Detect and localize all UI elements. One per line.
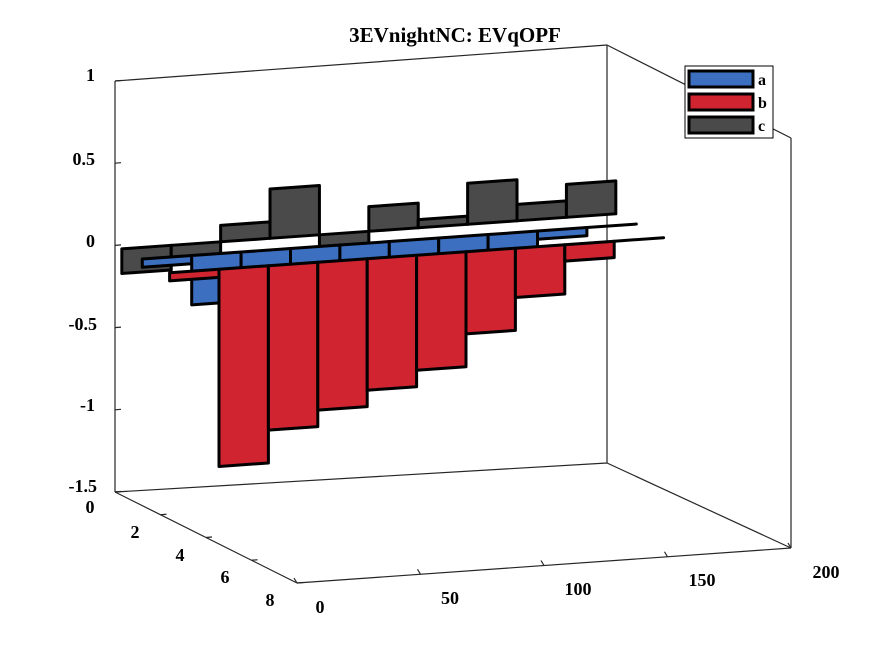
bar-b bbox=[464, 246, 517, 336]
legend-label-c: c bbox=[758, 118, 765, 135]
legend-label-b: b bbox=[758, 95, 767, 112]
z-tick-mark bbox=[114, 326, 122, 329]
bar-b bbox=[563, 239, 616, 263]
y-axis-tick-labels: 0 2 4 6 8 bbox=[86, 497, 275, 610]
x-tick-label: 200 bbox=[813, 562, 840, 582]
x-axis-tick-labels: 0 50 100 150 200 bbox=[316, 562, 840, 617]
bar-a bbox=[536, 226, 589, 241]
axis-top-back-edge bbox=[114, 44, 608, 82]
x-tick-mark bbox=[663, 551, 669, 558]
bar-c bbox=[416, 214, 470, 230]
legend-swatch-b bbox=[687, 92, 755, 112]
bar-b bbox=[365, 253, 419, 392]
legend-swatch-c bbox=[687, 115, 755, 135]
y-tick-mark bbox=[296, 581, 304, 584]
bar-c bbox=[219, 220, 272, 244]
bar-b bbox=[513, 243, 567, 300]
y-tick-label: 6 bbox=[221, 567, 230, 587]
z-tick-mark bbox=[114, 79, 122, 82]
bar-b bbox=[316, 257, 369, 412]
z-tick-label: -1 bbox=[80, 395, 95, 415]
bar-b bbox=[415, 250, 468, 372]
z-tick-label: 0.5 bbox=[73, 149, 96, 169]
bar-c bbox=[564, 179, 618, 219]
z-axis-tick-labels: 1 0.5 0 -0.5 -1 -1.5 bbox=[69, 65, 98, 496]
bars-group bbox=[120, 178, 666, 468]
bar-c bbox=[367, 201, 420, 233]
x-tick-mark bbox=[787, 542, 792, 549]
legend-label-a: a bbox=[758, 72, 766, 89]
y-tick-label: 0 bbox=[86, 497, 95, 517]
bar-b bbox=[168, 267, 221, 283]
y-tick-label: 8 bbox=[266, 590, 275, 610]
z-tick-label: -0.5 bbox=[69, 314, 98, 334]
z-tick-mark bbox=[114, 244, 122, 246]
chart-title: 3EVnightNC: EVqOPF bbox=[349, 23, 561, 47]
x-tick-label: 100 bbox=[565, 579, 592, 599]
bar-b bbox=[266, 260, 320, 432]
z-tick-mark bbox=[114, 162, 122, 164]
y-tick-mark bbox=[114, 490, 122, 493]
bar-c bbox=[268, 183, 321, 240]
legend-swatch-a bbox=[687, 69, 755, 89]
axis-floor-back-edge bbox=[114, 462, 608, 493]
bar-b bbox=[612, 236, 666, 243]
bar-a bbox=[140, 254, 194, 269]
x-tick-mark bbox=[540, 560, 545, 566]
bar-b bbox=[217, 264, 270, 468]
z-tick-label: 1 bbox=[86, 65, 95, 85]
y-tick-label: 4 bbox=[176, 545, 185, 565]
y-tick-mark bbox=[251, 559, 258, 561]
x-tick-label: 50 bbox=[441, 588, 459, 608]
bar-c bbox=[515, 199, 568, 223]
axis-floor-right-edge bbox=[606, 462, 792, 549]
legend: a b c bbox=[684, 65, 774, 139]
x-tick-label: 0 bbox=[316, 597, 325, 617]
y-tick-label: 2 bbox=[131, 522, 140, 542]
y-tick-mark bbox=[205, 536, 213, 539]
bar-c bbox=[466, 178, 519, 226]
z-tick-label: -1.5 bbox=[69, 476, 98, 496]
x-tick-mark bbox=[416, 568, 422, 575]
y-tick-mark bbox=[160, 513, 167, 516]
z-tick-label: 0 bbox=[86, 231, 95, 251]
z-tick-mark bbox=[114, 408, 122, 411]
x-tick-label: 150 bbox=[689, 570, 716, 590]
bar-a bbox=[585, 222, 638, 230]
tick-marks bbox=[114, 79, 792, 584]
x-tick-mark bbox=[293, 577, 298, 584]
